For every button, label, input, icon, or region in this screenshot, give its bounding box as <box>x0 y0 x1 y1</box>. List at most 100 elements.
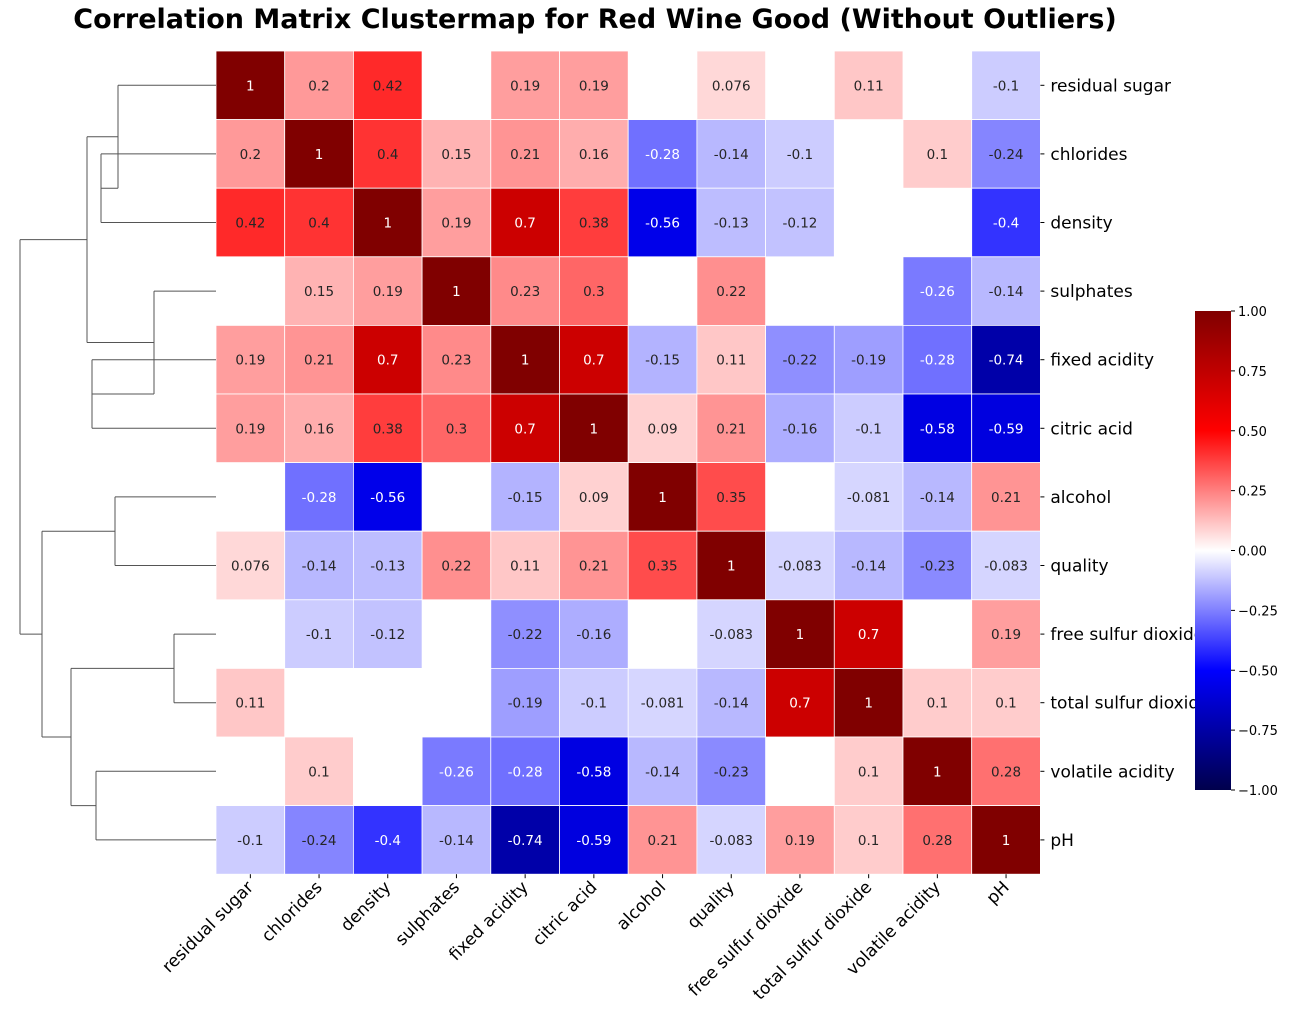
heatmap-cell <box>284 324 354 395</box>
heatmap-cell <box>833 393 904 463</box>
heatmap-cell <box>902 393 973 463</box>
heatmap-cell <box>627 393 698 463</box>
row-label: quality <box>1050 557 1108 577</box>
heatmap-cell <box>627 119 698 189</box>
heatmap-cell <box>559 530 629 601</box>
cell-value-label: -0.19 <box>851 353 886 369</box>
cell-value-label: 0.28 <box>991 764 1021 780</box>
heatmap-cell <box>490 119 560 189</box>
cell-value-label: 0.21 <box>716 421 746 437</box>
heatmap-cell <box>627 805 698 875</box>
heatmap-cell <box>971 187 1041 258</box>
cell-value-label: -0.1 <box>993 78 1019 94</box>
cell-value-label: 0.11 <box>510 559 540 575</box>
cell-value-label: -0.14 <box>645 764 680 780</box>
cell-value-label: -0.24 <box>989 147 1024 163</box>
cell-value-label: -0.083 <box>778 559 822 575</box>
col-label: sulphates <box>392 877 464 949</box>
heatmap-cell <box>352 599 423 669</box>
heatmap-cell <box>765 324 835 395</box>
colorbar-tick-label: −1.00 <box>1238 784 1278 799</box>
cell-value-label: 0.42 <box>373 78 403 94</box>
col-label: quality <box>684 878 739 933</box>
heatmap-cell <box>352 187 423 258</box>
heatmap-cell <box>696 462 767 532</box>
cell-value-label: 0.3 <box>446 421 467 437</box>
row-label: pH <box>1050 831 1074 851</box>
cell-value-label: -0.22 <box>508 627 543 643</box>
heatmap-cell <box>696 119 767 189</box>
col-label: alcohol <box>613 878 670 935</box>
cell-value-label: 0.1 <box>927 147 948 163</box>
cell-value-label: 0.09 <box>648 421 678 437</box>
cell-value-label: 0.2 <box>240 147 261 163</box>
heatmap-cell <box>559 119 629 189</box>
colorbar-tick-label: −0.50 <box>1238 664 1278 679</box>
cell-value-label: 0.38 <box>373 421 403 437</box>
heatmap-cell <box>902 805 973 875</box>
row-label: residual sugar <box>1050 76 1171 96</box>
cell-value-label: -0.19 <box>508 696 543 712</box>
cell-value-label: -0.12 <box>370 627 405 643</box>
heatmap-cell <box>627 530 698 601</box>
cell-value-label: 0.19 <box>579 78 609 94</box>
cell-value-label: 0.4 <box>308 216 329 232</box>
heatmap-cell <box>833 462 904 532</box>
cell-value-label: -0.13 <box>370 559 405 575</box>
cell-value-label: 0.21 <box>579 559 609 575</box>
heatmap-cell <box>490 324 560 395</box>
heatmap-cell <box>902 256 973 326</box>
cell-value-label: 0.28 <box>922 833 952 849</box>
heatmap-cell <box>627 668 698 738</box>
heatmap-cell <box>284 256 354 326</box>
row-label: volatile acidity <box>1050 762 1174 782</box>
heatmap-cell <box>215 530 286 601</box>
heatmap-cell <box>559 668 629 738</box>
heatmap-cell <box>971 736 1041 806</box>
cell-value-label: -0.23 <box>714 764 749 780</box>
cell-value-label: 1 <box>864 696 873 712</box>
cell-value-label: 0.7 <box>789 696 810 712</box>
heatmap-cell <box>490 50 560 120</box>
cell-value-label: 0.21 <box>510 147 540 163</box>
cell-value-label: -0.28 <box>645 147 680 163</box>
cell-value-label: 0.1 <box>995 696 1016 712</box>
heatmap-cell <box>284 393 354 463</box>
colorbar: 1.00 0.75 0.50 0.25 0.00 −0.25 −0.50 −0.75 −1.00 <box>1195 305 1278 799</box>
heatmap-cell <box>765 530 835 601</box>
cell-value-label: -0.28 <box>920 353 955 369</box>
heatmap-cell <box>352 462 423 532</box>
heatmap-cell <box>833 530 904 601</box>
cell-value-label: -0.56 <box>370 490 405 506</box>
cell-value-label: 0.19 <box>991 627 1021 643</box>
col-label: citric acid <box>529 878 601 950</box>
cell-value-label: 0.42 <box>235 216 265 232</box>
cell-value-label: 0.35 <box>716 490 746 506</box>
heatmap-cell <box>696 599 767 669</box>
cell-value-label: 0.22 <box>441 559 471 575</box>
heatmap-cell <box>352 50 423 120</box>
cell-value-label: -0.1 <box>787 147 813 163</box>
heatmap-cell <box>559 736 629 806</box>
heatmap-cell <box>284 736 354 806</box>
heatmap-cell <box>284 530 354 601</box>
col-label: density <box>337 878 395 936</box>
cell-value-label: 0.1 <box>308 764 329 780</box>
chart-title: Correlation Matrix Clustermap for Red Wi… <box>73 4 1117 35</box>
cell-value-label: 0.19 <box>510 78 540 94</box>
cell-value-label: 1 <box>315 147 324 163</box>
cell-value-label: 0.7 <box>377 353 398 369</box>
heatmap-cell <box>971 805 1041 875</box>
cell-value-label: -0.26 <box>920 284 955 300</box>
heatmap-cell <box>421 530 492 601</box>
row-labels: residual sugar chlorides density sulphates f… <box>1040 76 1210 851</box>
heatmap-cell <box>490 599 560 669</box>
cell-value-label: -0.74 <box>508 833 543 849</box>
heatmap-cell <box>490 736 560 806</box>
cell-value-label: -0.14 <box>714 147 749 163</box>
cell-value-label: -0.081 <box>847 490 891 506</box>
heatmap-cell <box>490 393 560 463</box>
cell-value-label: -0.15 <box>508 490 543 506</box>
row-label: chlorides <box>1050 145 1127 165</box>
